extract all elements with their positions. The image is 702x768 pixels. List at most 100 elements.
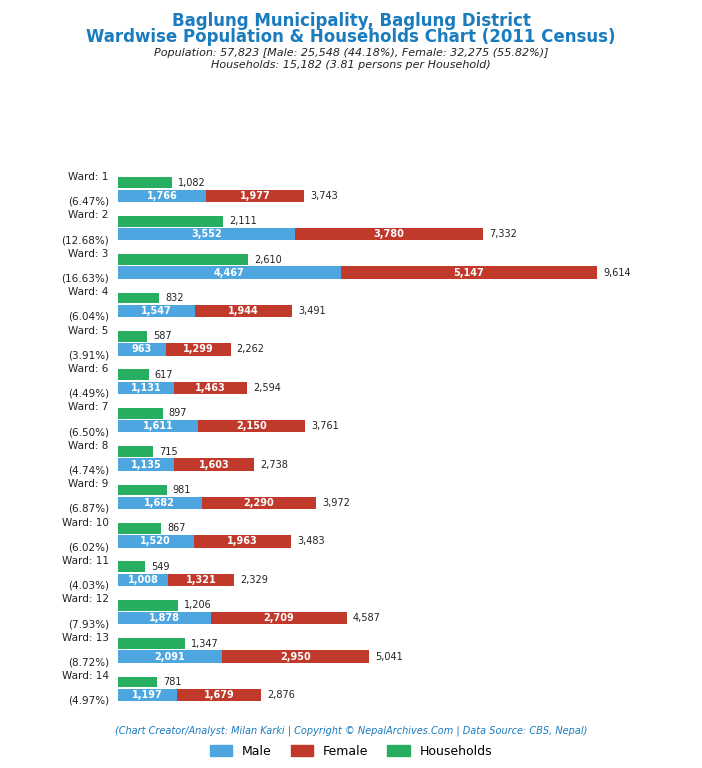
Text: 832: 832 — [165, 293, 184, 303]
Text: 981: 981 — [173, 485, 191, 495]
Bar — [118, 343, 166, 356]
Bar — [118, 293, 159, 303]
Text: 2,150: 2,150 — [237, 421, 267, 432]
Text: 1,520: 1,520 — [140, 536, 171, 547]
Text: 2,950: 2,950 — [280, 651, 311, 662]
Text: 9,614: 9,614 — [603, 267, 631, 278]
Text: Ward: 12: Ward: 12 — [62, 594, 109, 604]
Bar — [178, 689, 261, 701]
Text: 1,463: 1,463 — [195, 382, 226, 393]
Text: (12.68%): (12.68%) — [61, 235, 109, 245]
Bar — [118, 535, 194, 548]
Text: (4.49%): (4.49%) — [67, 389, 109, 399]
Text: (4.03%): (4.03%) — [68, 581, 109, 591]
Text: 1,682: 1,682 — [145, 498, 176, 508]
Text: Ward: 13: Ward: 13 — [62, 633, 109, 643]
Bar — [168, 574, 234, 586]
Bar — [118, 216, 223, 227]
Text: 7,332: 7,332 — [489, 229, 517, 240]
Bar — [118, 420, 198, 432]
Text: 1,963: 1,963 — [227, 536, 258, 547]
Text: Households: 15,182 (3.81 persons per Household): Households: 15,182 (3.81 persons per Hou… — [211, 60, 491, 70]
Bar — [201, 497, 316, 509]
Text: 781: 781 — [163, 677, 181, 687]
Text: (Chart Creator/Analyst: Milan Karki | Copyright © NepalArchives.Com | Data Sourc: (Chart Creator/Analyst: Milan Karki | Co… — [115, 726, 587, 737]
Text: 3,552: 3,552 — [191, 229, 222, 240]
Bar — [340, 266, 597, 279]
Text: 715: 715 — [159, 446, 178, 457]
Bar — [118, 266, 340, 279]
Text: 617: 617 — [154, 369, 173, 380]
Text: 1,977: 1,977 — [240, 190, 270, 201]
Text: 1,944: 1,944 — [228, 306, 259, 316]
Bar — [118, 600, 178, 611]
Bar — [166, 343, 230, 356]
Text: (6.04%): (6.04%) — [68, 312, 109, 322]
Text: Ward: 4: Ward: 4 — [68, 287, 109, 297]
Text: 2,876: 2,876 — [267, 690, 295, 700]
Text: Population: 57,823 [Male: 25,548 (44.18%), Female: 32,275 (55.82%)]: Population: 57,823 [Male: 25,548 (44.18%… — [154, 48, 548, 58]
Text: 3,972: 3,972 — [322, 498, 350, 508]
Bar — [118, 305, 195, 317]
Text: 1,347: 1,347 — [191, 638, 219, 649]
Text: 2,738: 2,738 — [260, 459, 289, 470]
Text: Baglung Municipality, Baglung District: Baglung Municipality, Baglung District — [171, 12, 531, 29]
Text: 1,603: 1,603 — [199, 459, 230, 470]
Text: (4.97%): (4.97%) — [67, 696, 109, 706]
Text: 2,111: 2,111 — [229, 216, 257, 227]
Bar — [222, 650, 369, 663]
Text: 3,761: 3,761 — [311, 421, 339, 432]
Text: 1,878: 1,878 — [149, 613, 180, 624]
Bar — [195, 305, 292, 317]
Text: 1,082: 1,082 — [178, 177, 206, 188]
Text: (3.91%): (3.91%) — [67, 350, 109, 360]
Text: Ward: 2: Ward: 2 — [68, 210, 109, 220]
Bar — [118, 574, 168, 586]
Bar — [174, 458, 254, 471]
Text: Ward: 10: Ward: 10 — [62, 518, 109, 528]
Bar — [206, 190, 305, 202]
Bar — [118, 446, 154, 457]
Text: 897: 897 — [168, 408, 187, 419]
Text: 2,262: 2,262 — [237, 344, 265, 355]
Bar — [118, 497, 201, 509]
Text: (8.72%): (8.72%) — [67, 657, 109, 667]
Text: 5,147: 5,147 — [453, 267, 484, 278]
Bar — [118, 561, 145, 572]
Text: (6.47%): (6.47%) — [67, 197, 109, 207]
Text: Ward: 8: Ward: 8 — [68, 441, 109, 451]
Text: 1,679: 1,679 — [204, 690, 234, 700]
Text: Ward: 6: Ward: 6 — [68, 364, 109, 374]
Text: Ward: 3: Ward: 3 — [68, 249, 109, 259]
Text: 2,709: 2,709 — [264, 613, 294, 624]
Bar — [118, 369, 149, 380]
Text: 2,290: 2,290 — [244, 498, 274, 508]
Text: Ward: 5: Ward: 5 — [68, 326, 109, 336]
Text: 3,491: 3,491 — [298, 306, 326, 316]
Bar — [118, 190, 206, 202]
Text: (16.63%): (16.63%) — [61, 273, 109, 283]
Bar — [118, 638, 185, 649]
Text: 3,483: 3,483 — [298, 536, 325, 547]
Bar — [118, 408, 163, 419]
Text: 4,467: 4,467 — [214, 267, 244, 278]
Text: Wardwise Population & Households Chart (2011 Census): Wardwise Population & Households Chart (… — [86, 28, 616, 46]
Text: 963: 963 — [132, 344, 152, 355]
Text: 1,547: 1,547 — [141, 306, 172, 316]
Text: 867: 867 — [167, 523, 185, 534]
Bar — [174, 382, 247, 394]
Bar — [118, 382, 174, 394]
Bar — [118, 331, 147, 342]
Text: Ward: 7: Ward: 7 — [68, 402, 109, 412]
Text: 2,610: 2,610 — [254, 254, 282, 265]
Bar — [118, 228, 295, 240]
Bar — [118, 485, 166, 495]
Text: Ward: 11: Ward: 11 — [62, 556, 109, 566]
Legend: Male, Female, Households: Male, Female, Households — [210, 745, 492, 758]
Text: (6.02%): (6.02%) — [68, 542, 109, 552]
Text: 3,743: 3,743 — [310, 190, 338, 201]
Bar — [198, 420, 305, 432]
Text: 1,299: 1,299 — [183, 344, 213, 355]
Text: 1,135: 1,135 — [131, 459, 161, 470]
Text: 1,197: 1,197 — [132, 690, 163, 700]
